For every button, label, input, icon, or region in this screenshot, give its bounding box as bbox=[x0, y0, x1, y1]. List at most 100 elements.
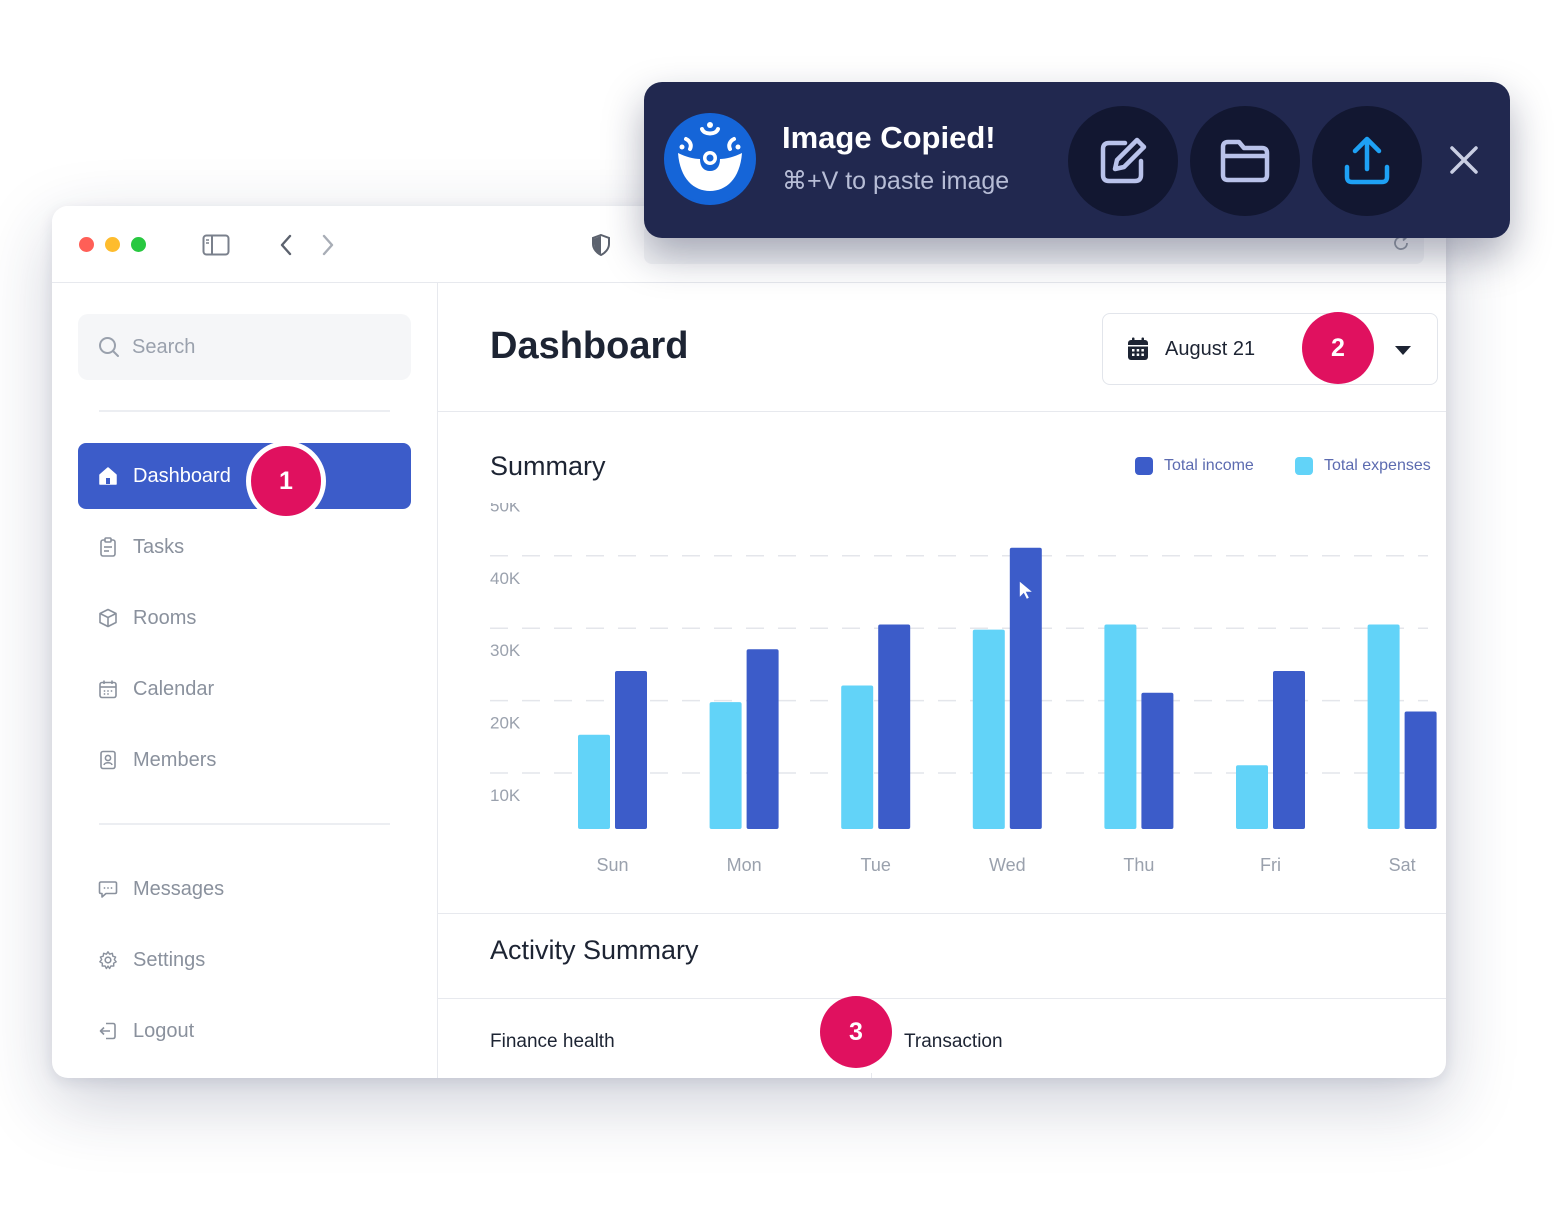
date-label: August 21 bbox=[1165, 337, 1256, 360]
mouse-cursor-icon bbox=[1019, 581, 1032, 599]
sidebar-item-label: Calendar bbox=[133, 677, 215, 700]
date-picker[interactable]: August 21 bbox=[1102, 313, 1438, 385]
step-badge: 3 bbox=[820, 996, 892, 1068]
member-card-icon bbox=[98, 750, 118, 770]
image-copied-toast: Image Copied! ⌘+V to paste image bbox=[644, 82, 1510, 238]
clipboard-icon bbox=[98, 537, 118, 557]
sidebar-item-members[interactable]: Members bbox=[78, 727, 411, 793]
close-window-button[interactable] bbox=[79, 237, 94, 252]
bar-wed-expenses[interactable] bbox=[972, 629, 1005, 829]
browser-window: Search Dashboard Tasks Rooms Calend bbox=[52, 206, 1446, 1078]
close-icon bbox=[1450, 146, 1478, 174]
y-tick-label: 30K bbox=[490, 641, 521, 660]
x-tick-label: Sun bbox=[596, 855, 628, 875]
upload-icon bbox=[1344, 136, 1390, 185]
sidebar-item-messages[interactable]: Messages bbox=[78, 856, 411, 922]
sidebar-divider bbox=[99, 823, 390, 825]
legend-label: Total income bbox=[1164, 457, 1254, 474]
x-tick-label: Mon bbox=[727, 855, 762, 875]
search-input[interactable]: Search bbox=[78, 314, 411, 380]
section-divider bbox=[438, 998, 1446, 999]
step-badge: 2 bbox=[1302, 312, 1374, 384]
legend-swatch bbox=[1135, 457, 1153, 475]
transaction-column: Transaction bbox=[904, 1031, 1003, 1052]
calendar-icon bbox=[1128, 337, 1148, 360]
sidebar-item-label: Rooms bbox=[133, 606, 197, 629]
sidebar-item-label: Logout bbox=[133, 1019, 195, 1042]
sidebar-item-label: Tasks bbox=[133, 535, 185, 558]
x-tick-label: Thu bbox=[1123, 855, 1154, 875]
sidebar-item-settings[interactable]: Settings bbox=[78, 927, 411, 993]
bar-sat-income[interactable] bbox=[1404, 711, 1437, 829]
summary-title: Summary bbox=[490, 451, 606, 481]
forward-icon[interactable] bbox=[313, 230, 343, 260]
sidebar-item-label: Messages bbox=[133, 877, 225, 900]
gear-icon bbox=[98, 950, 118, 970]
bar-tue-expenses[interactable] bbox=[841, 685, 874, 829]
bar-thu-income[interactable] bbox=[1141, 692, 1174, 829]
bar-mon-income[interactable] bbox=[746, 649, 779, 829]
open-folder-button[interactable] bbox=[1190, 106, 1300, 216]
sidebar-item-logout[interactable]: Logout bbox=[78, 998, 411, 1064]
edit-button[interactable] bbox=[1068, 106, 1178, 216]
sidebar-item-label: Members bbox=[133, 748, 217, 771]
sidebar-item-dashboard[interactable]: Dashboard bbox=[78, 443, 411, 509]
sidebar-item-tasks[interactable]: Tasks bbox=[78, 514, 411, 580]
header-divider bbox=[438, 411, 1446, 412]
home-icon bbox=[98, 466, 118, 486]
main-content: Dashboard August 21 Summary Total income… bbox=[438, 283, 1446, 1078]
y-tick-label: 40K bbox=[490, 569, 521, 588]
sidebar-toggle-icon[interactable] bbox=[201, 230, 231, 260]
sidebar: Search Dashboard Tasks Rooms Calend bbox=[52, 283, 438, 1078]
shield-icon[interactable] bbox=[586, 230, 616, 260]
x-tick-label: Fri bbox=[1260, 855, 1281, 875]
bar-thu-expenses[interactable] bbox=[1104, 624, 1137, 829]
chevron-down-icon[interactable] bbox=[1395, 346, 1411, 355]
summary-bar-chart: 50K 40K 30K 20K 10K Sun Mon Tue Wed Thu Fri Sat bbox=[490, 503, 1437, 875]
minimize-window-button[interactable] bbox=[105, 237, 120, 252]
bar-fri-expenses[interactable] bbox=[1236, 765, 1268, 829]
finance-health-column: Finance health bbox=[490, 1031, 615, 1052]
calendar-icon bbox=[98, 679, 118, 699]
bar-mon-expenses[interactable] bbox=[709, 702, 742, 829]
bar-sun-expenses[interactable] bbox=[578, 734, 610, 829]
maximize-window-button[interactable] bbox=[131, 237, 146, 252]
edit-icon bbox=[1100, 137, 1147, 184]
toast-subtitle: ⌘+V to paste image bbox=[782, 167, 1010, 195]
bar-sat-expenses[interactable] bbox=[1367, 624, 1400, 829]
column-divider bbox=[871, 1073, 872, 1078]
x-tick-label: Sat bbox=[1389, 855, 1416, 875]
legend-swatch bbox=[1295, 457, 1313, 475]
bar-wed-income[interactable] bbox=[1009, 547, 1042, 829]
logout-icon bbox=[98, 1021, 118, 1041]
legend-label: Total expenses bbox=[1324, 457, 1431, 474]
y-tick-label: 50K bbox=[490, 503, 521, 515]
cube-icon bbox=[98, 608, 118, 628]
sidebar-item-label: Settings bbox=[133, 948, 206, 971]
back-icon[interactable] bbox=[271, 230, 301, 260]
sidebar-item-label: Dashboard bbox=[133, 464, 231, 487]
legend-item-expenses: Total expenses bbox=[1295, 457, 1431, 475]
sidebar-item-rooms[interactable]: Rooms bbox=[78, 585, 411, 651]
page-title: Dashboard bbox=[490, 325, 689, 367]
close-toast-button[interactable] bbox=[1444, 140, 1484, 180]
search-icon bbox=[99, 337, 119, 357]
upload-button[interactable] bbox=[1312, 106, 1422, 216]
app-logo-icon bbox=[664, 113, 756, 205]
section-divider bbox=[438, 913, 1446, 914]
activity-summary-title: Activity Summary bbox=[490, 935, 699, 965]
step-badge: 1 bbox=[246, 441, 326, 521]
message-icon bbox=[98, 879, 118, 899]
folder-icon bbox=[1220, 139, 1270, 183]
x-tick-label: Wed bbox=[989, 855, 1026, 875]
bar-sun-income[interactable] bbox=[615, 670, 647, 829]
y-tick-label: 10K bbox=[490, 786, 521, 805]
toast-title: Image Copied! bbox=[782, 120, 996, 155]
bar-tue-income[interactable] bbox=[878, 624, 911, 829]
search-placeholder: Search bbox=[132, 335, 196, 358]
bar-fri-income[interactable] bbox=[1273, 670, 1305, 829]
y-tick-label: 20K bbox=[490, 714, 521, 733]
legend-item-income: Total income bbox=[1135, 457, 1254, 475]
sidebar-item-calendar[interactable]: Calendar bbox=[78, 656, 411, 722]
sidebar-divider bbox=[99, 410, 390, 412]
